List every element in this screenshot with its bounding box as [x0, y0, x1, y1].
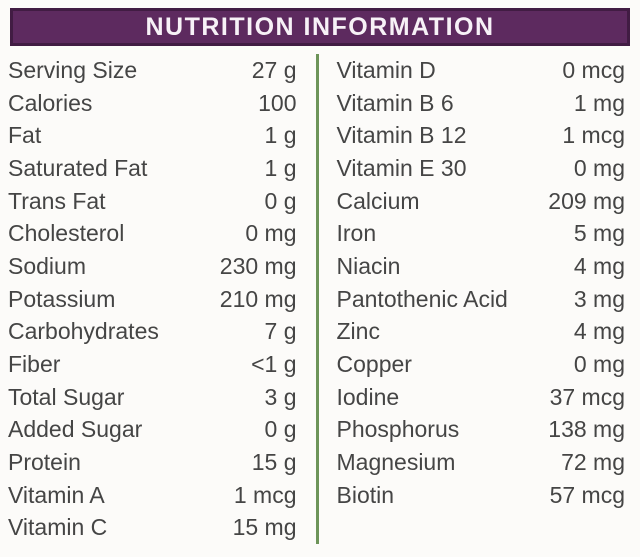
nutrient-value: 15 mg [233, 514, 297, 541]
nutrient-name: Protein [8, 449, 81, 476]
table-row: Zinc 4 mg [337, 316, 626, 349]
nutrient-value: 230 mg [220, 253, 297, 280]
nutrient-name: Iodine [337, 384, 400, 411]
nutrient-value: 1 mcg [562, 122, 625, 149]
nutrient-value: 100 [258, 90, 296, 117]
nutrient-value: 72 mg [561, 449, 625, 476]
nutrient-name: Vitamin A [8, 482, 105, 509]
nutrient-name: Magnesium [337, 449, 456, 476]
nutrient-value: 1 mcg [234, 482, 297, 509]
nutrient-value: 4 mg [574, 318, 625, 345]
table-row: Total Sugar 3 g [8, 381, 297, 414]
nutrient-name: Calories [8, 90, 92, 117]
table-row: Saturated Fat 1 g [8, 152, 297, 185]
nutrient-value: 210 mg [220, 286, 297, 313]
nutrient-name: Vitamin E 30 [337, 155, 467, 182]
nutrient-value: 3 g [265, 384, 297, 411]
table-row: Iron 5 mg [337, 217, 626, 250]
nutrient-name: Added Sugar [8, 416, 142, 443]
table-row: Serving Size 27 g [8, 54, 297, 87]
nutrient-name: Trans Fat [8, 188, 106, 215]
nutrient-name: Potassium [8, 286, 115, 313]
table-row: Iodine 37 mcg [337, 381, 626, 414]
nutrient-value: 27 g [252, 57, 297, 84]
nutrient-name: Vitamin D [337, 57, 436, 84]
table-row: Added Sugar 0 g [8, 414, 297, 447]
nutrient-value: 0 mg [574, 351, 625, 378]
nutrient-name: Fat [8, 122, 41, 149]
nutrient-value: 138 mg [548, 416, 625, 443]
nutrient-name: Niacin [337, 253, 401, 280]
nutrition-label: NUTRITION INFORMATION Serving Size 27 g Ca… [0, 8, 640, 544]
table-row: Vitamin B 12 1 mcg [337, 119, 626, 152]
table-row: Fat 1 g [8, 119, 297, 152]
table-row: Protein 15 g [8, 446, 297, 479]
table-row: Pantothenic Acid 3 mg [337, 283, 626, 316]
table-row: Vitamin C 15 mg [8, 512, 297, 545]
nutrient-value: 57 mcg [550, 482, 625, 509]
nutrient-name: Iron [337, 220, 377, 247]
nutrient-name: Phosphorus [337, 416, 460, 443]
nutrient-value: 37 mcg [550, 384, 625, 411]
nutrient-value: 1 mg [574, 90, 625, 117]
table-row: Trans Fat 0 g [8, 185, 297, 218]
nutrient-value: 15 g [252, 449, 297, 476]
table-row: Niacin 4 mg [337, 250, 626, 283]
nutrient-value: 0 mg [574, 155, 625, 182]
nutrient-name: Sodium [8, 253, 86, 280]
nutrient-value: 209 mg [548, 188, 625, 215]
nutrient-value: 1 g [265, 122, 297, 149]
nutrient-value: <1 g [251, 351, 296, 378]
nutrient-value: 4 mg [574, 253, 625, 280]
table-row: Copper 0 mg [337, 348, 626, 381]
table-row: Cholesterol 0 mg [8, 217, 297, 250]
nutrient-value: 0 mg [245, 220, 296, 247]
page-title: NUTRITION INFORMATION [145, 13, 494, 42]
table-row: Sodium 230 mg [8, 250, 297, 283]
nutrient-name: Calcium [337, 188, 420, 215]
nutrient-name: Vitamin C [8, 514, 107, 541]
table-row: Calories 100 [8, 87, 297, 120]
nutrient-name: Vitamin B 12 [337, 122, 467, 149]
header-bar: NUTRITION INFORMATION [10, 8, 630, 46]
nutrient-name: Saturated Fat [8, 155, 147, 182]
table-row: Vitamin D 0 mcg [337, 54, 626, 87]
nutrient-value: 3 mg [574, 286, 625, 313]
nutrient-value: 0 g [265, 416, 297, 443]
table-row: Fiber <1 g [8, 348, 297, 381]
nutrient-value: 0 mcg [562, 57, 625, 84]
nutrient-name: Fiber [8, 351, 60, 378]
table-row: Vitamin A 1 mcg [8, 479, 297, 512]
nutrient-value: 5 mg [574, 220, 625, 247]
nutrient-name: Copper [337, 351, 412, 378]
table-row: Carbohydrates 7 g [8, 316, 297, 349]
nutrient-name: Carbohydrates [8, 318, 159, 345]
table-row: Calcium 209 mg [337, 185, 626, 218]
nutrient-name: Total Sugar [8, 384, 124, 411]
table-row: Biotin 57 mcg [337, 479, 626, 512]
nutrient-value: 0 g [265, 188, 297, 215]
nutrient-name: Vitamin B 6 [337, 90, 454, 117]
table-row: Potassium 210 mg [8, 283, 297, 316]
nutrient-name: Cholesterol [8, 220, 124, 247]
nutrient-name: Pantothenic Acid [337, 286, 508, 313]
nutrient-value: 1 g [265, 155, 297, 182]
table-row: Magnesium 72 mg [337, 446, 626, 479]
table-row: Phosphorus 138 mg [337, 414, 626, 447]
nutrient-name: Biotin [337, 482, 395, 509]
nutrient-name: Zinc [337, 318, 380, 345]
table-row: Vitamin E 30 0 mg [337, 152, 626, 185]
nutrient-value: 7 g [265, 318, 297, 345]
table-row: Vitamin B 6 1 mg [337, 87, 626, 120]
nutrient-name: Serving Size [8, 57, 137, 84]
